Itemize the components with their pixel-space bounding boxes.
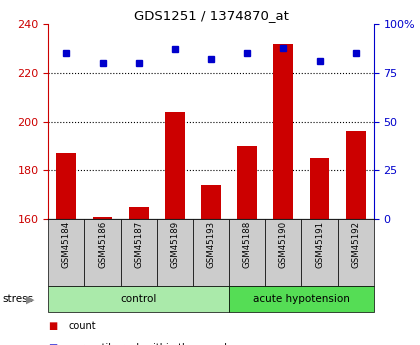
Text: control: control: [121, 294, 157, 304]
Bar: [129, 207, 149, 219]
Text: GSM45190: GSM45190: [279, 221, 288, 268]
Title: GDS1251 / 1374870_at: GDS1251 / 1374870_at: [134, 9, 289, 22]
Text: GSM45192: GSM45192: [351, 221, 360, 268]
Text: stress: stress: [2, 294, 33, 304]
Bar: [310, 158, 330, 219]
Bar: [201, 185, 221, 219]
Text: GSM45191: GSM45191: [315, 221, 324, 268]
Text: percentile rank within the sample: percentile rank within the sample: [68, 343, 234, 345]
Text: count: count: [68, 321, 96, 331]
Text: GSM45193: GSM45193: [207, 221, 215, 268]
Bar: [346, 131, 366, 219]
Text: GSM45189: GSM45189: [171, 221, 179, 268]
Text: ■: ■: [48, 343, 58, 345]
Bar: [92, 217, 113, 219]
Bar: [56, 153, 76, 219]
Text: ▶: ▶: [26, 294, 35, 304]
Text: GSM45184: GSM45184: [62, 221, 71, 268]
Text: acute hypotension: acute hypotension: [253, 294, 350, 304]
Bar: [165, 112, 185, 219]
Text: GSM45188: GSM45188: [243, 221, 252, 268]
Bar: [273, 44, 293, 219]
Text: GSM45187: GSM45187: [134, 221, 143, 268]
Bar: [237, 146, 257, 219]
Text: ■: ■: [48, 321, 58, 331]
Text: GSM45186: GSM45186: [98, 221, 107, 268]
